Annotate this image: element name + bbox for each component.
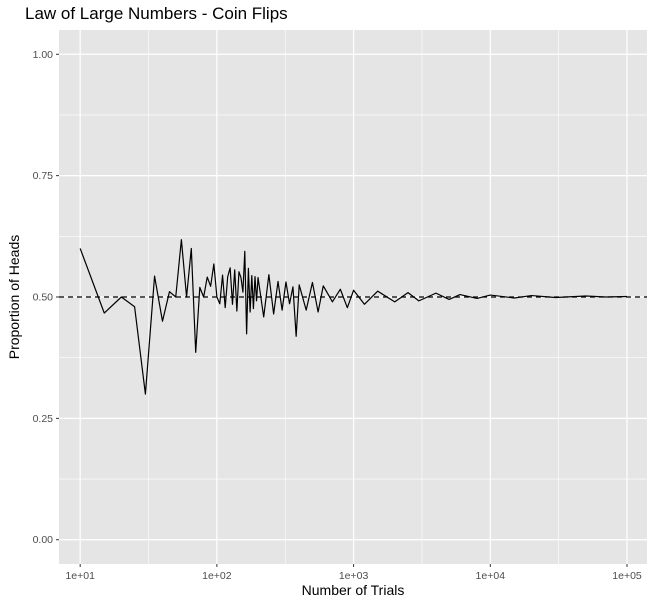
y-tick-label: 0.50: [33, 292, 54, 304]
y-tick-label: 0.25: [33, 413, 54, 425]
y-axis-title: Proportion of Heads: [6, 235, 22, 360]
y-tick-label: 1.00: [33, 49, 54, 61]
x-tick-label: 1e+04: [476, 570, 506, 582]
x-axis-title: Number of Trials: [302, 582, 405, 598]
x-axis-ticks: 1e+01 1e+02 1e+03 1e+04 1e+05: [65, 564, 642, 582]
x-tick-label: 1e+01: [65, 570, 95, 582]
chart-title: Law of Large Numbers - Coin Flips: [25, 4, 288, 23]
y-tick-label: 0.00: [33, 534, 54, 546]
x-tick-label: 1e+03: [339, 570, 369, 582]
y-axis-ticks: 0.00 0.25 0.50 0.75 1.00: [33, 49, 59, 546]
x-tick-label: 1e+02: [202, 570, 232, 582]
series-line: [79, 239, 628, 395]
y-tick-label: 0.75: [33, 170, 54, 182]
x-tick-label: 1e+05: [612, 570, 642, 582]
